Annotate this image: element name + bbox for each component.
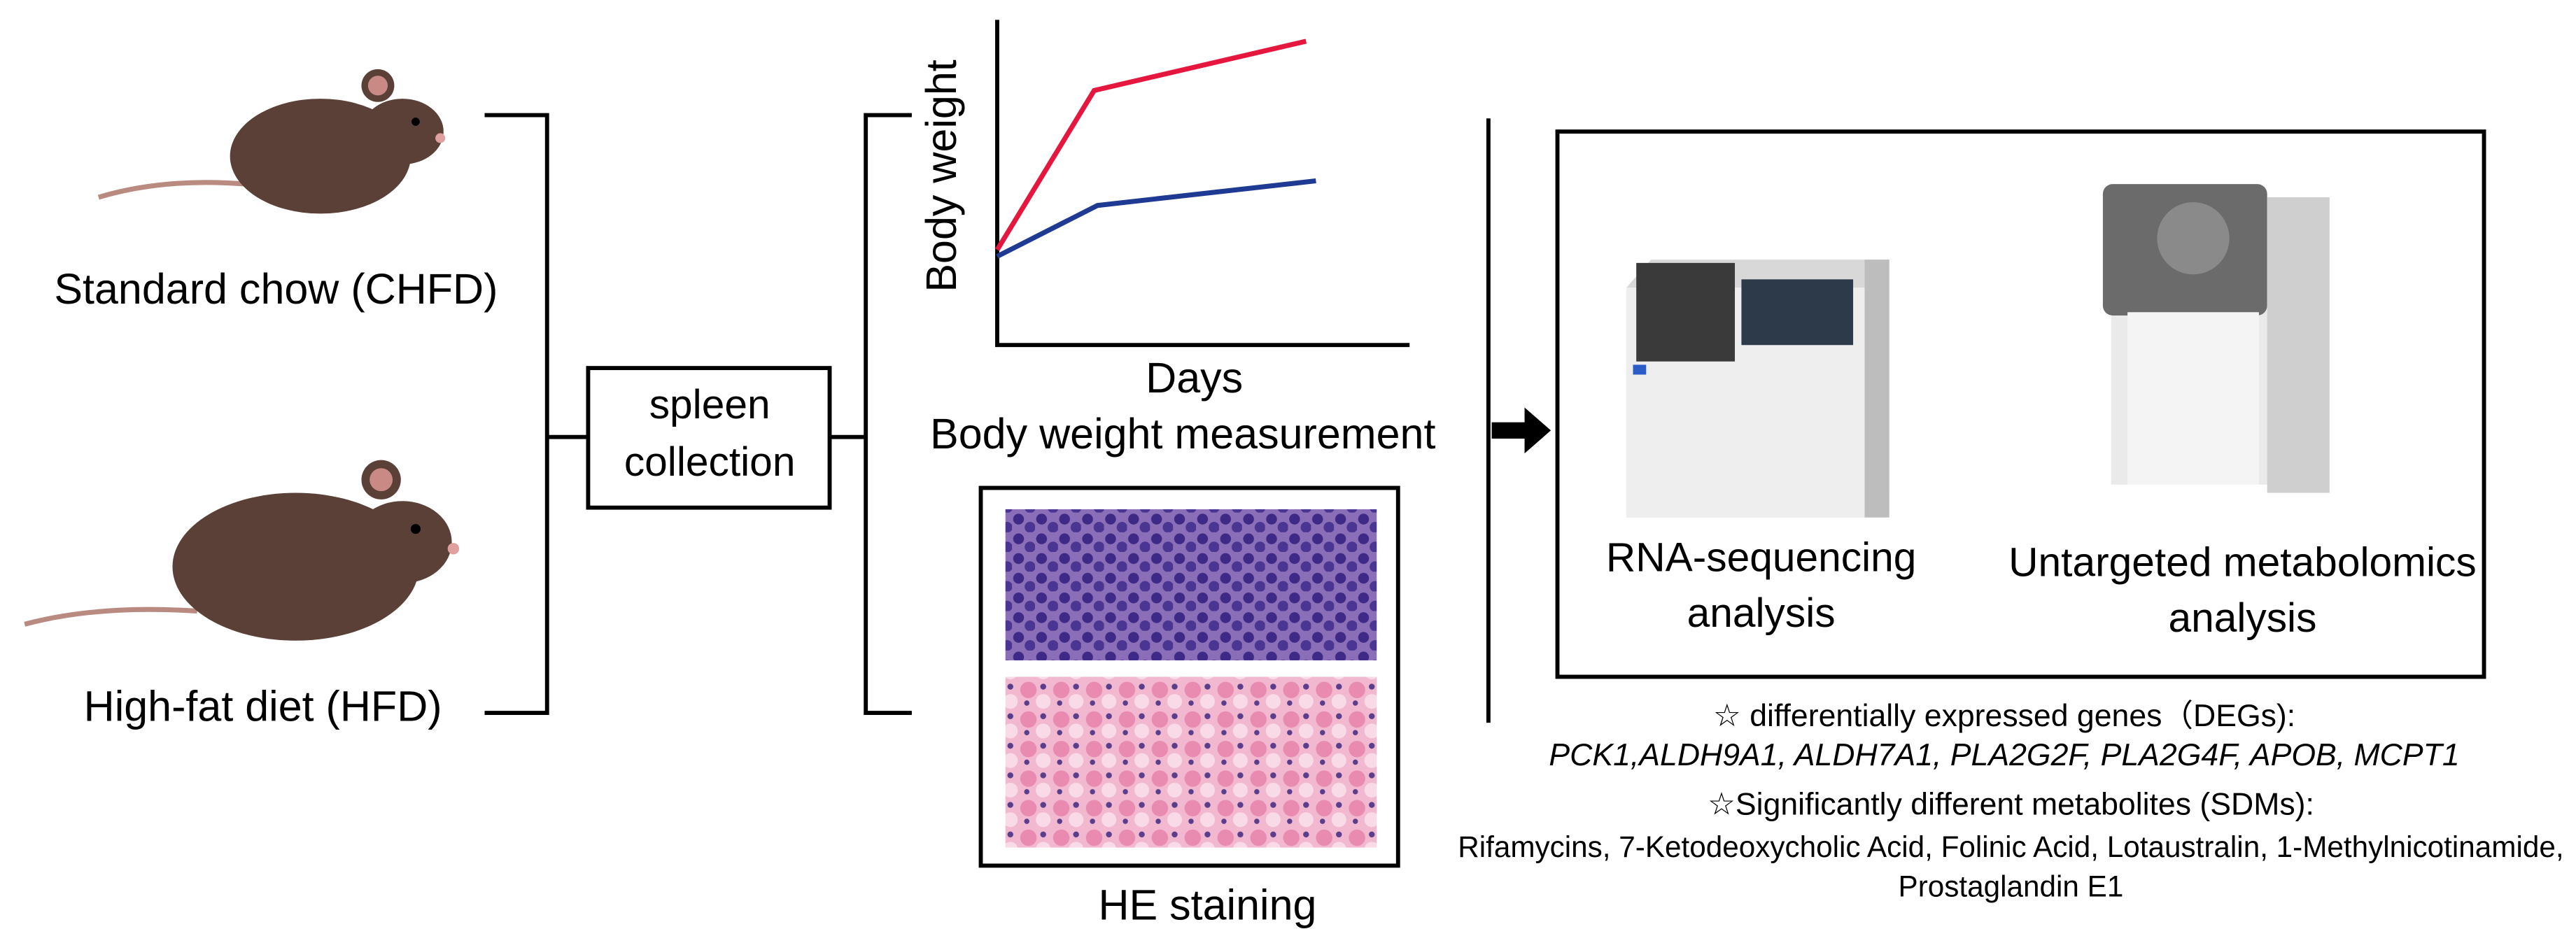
mass-spec-icon — [2102, 184, 2330, 493]
histology-image — [1005, 676, 1377, 848]
image-frame — [978, 485, 1400, 868]
arrow — [1491, 407, 1551, 454]
analysis-label: analysis — [2168, 595, 2316, 641]
group-label: Standard chow (CHFD) — [54, 265, 498, 313]
caption: Body weight measurement — [930, 410, 1435, 458]
metabolite-list: Rifamycins, 7-Ketodeoxycholic Acid, Foli… — [1458, 830, 2563, 863]
step-label: spleen — [649, 382, 770, 427]
axes — [995, 20, 1410, 348]
sequencer-icon — [1626, 260, 1889, 518]
axis-label: Body weight — [917, 59, 965, 292]
result-heading: ☆Significantly different metabolites (SD… — [1708, 788, 2314, 822]
bracket — [484, 113, 589, 716]
result-heading: ☆ differentially expressed genes（DEGs): — [1713, 699, 2295, 733]
step-label: collection — [624, 439, 796, 485]
trend-line — [994, 38, 1307, 251]
mouse-icon — [97, 69, 446, 214]
analysis-label: RNA-sequencing — [1606, 534, 1917, 580]
metabolite-list: Prostaglandin E1 — [1899, 870, 2124, 902]
axis-label: Days — [1146, 354, 1243, 402]
gene-list: PCK1,ALDH9A1, ALDH7A1, PLA2G2F, PLA2G4F,… — [1549, 738, 2459, 772]
trend-line — [996, 178, 1316, 259]
group-label: High-fat diet (HFD) — [84, 683, 442, 730]
analysis-box — [1555, 129, 2486, 679]
analysis-label: Untargeted metabolomics — [2008, 539, 2477, 585]
analysis-label: analysis — [1687, 590, 1836, 636]
caption: HE staining — [1098, 881, 1316, 929]
bracket — [829, 113, 912, 716]
histology-image — [1005, 509, 1377, 660]
mouse-icon — [24, 460, 460, 641]
